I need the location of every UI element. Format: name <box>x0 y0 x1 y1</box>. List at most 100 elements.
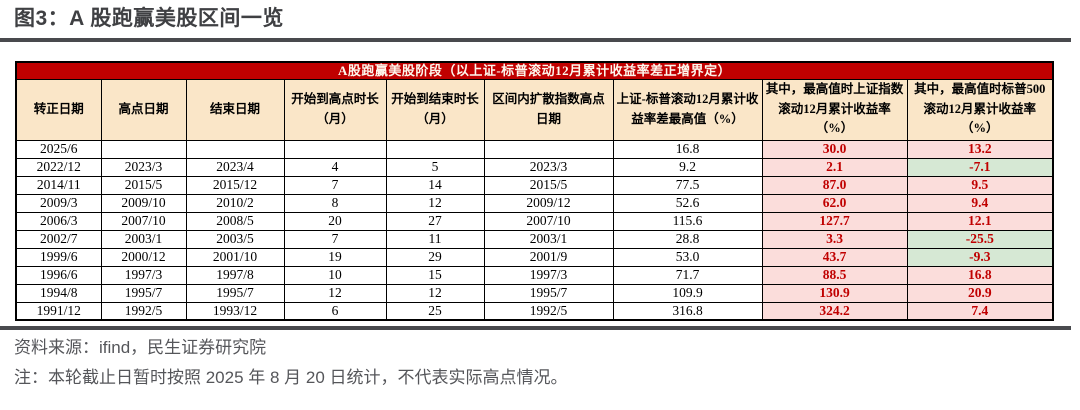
table-cell: 20 <box>283 211 387 231</box>
table-row: 2025/6 16.8 30.0 13.2 <box>15 139 1054 159</box>
table-cell: 10 <box>283 265 387 285</box>
table-cell: 2008/5 <box>185 211 285 231</box>
table-cell: 11 <box>385 229 485 249</box>
table-cell: 1995/7 <box>185 283 285 303</box>
table-body: 2025/6 16.8 30.0 13.2 2022/12 2023/3 2023/4 4 5 2… <box>15 139 1054 321</box>
table-cell: 16.8 <box>612 139 763 159</box>
table-cell: 109.9 <box>612 283 763 303</box>
table-cell: 15 <box>385 265 485 285</box>
table-cell: 2023/3 <box>100 157 187 177</box>
table-cell: 1997/3 <box>100 265 187 285</box>
table-cell: 1997/3 <box>483 265 614 285</box>
table-cell: 2003/5 <box>185 229 285 249</box>
table-cell: 1995/7 <box>483 283 614 303</box>
table-cell: 2009/12 <box>483 193 614 213</box>
table-cell: 20.9 <box>906 283 1054 303</box>
table-cell: 4 <box>283 157 387 177</box>
table-cell: 2007/10 <box>100 211 187 231</box>
table-cell: 2014/11 <box>15 175 102 195</box>
table-cell: 3.3 <box>761 229 908 249</box>
column-header-sse-return: 其中，最高值时上证指数滚动12月累计收益率（%） <box>761 78 908 141</box>
table-cell: 2003/1 <box>483 229 614 249</box>
table-cell: 324.2 <box>761 301 908 321</box>
table-cell: 28.8 <box>612 229 763 249</box>
table-cell: 43.7 <box>761 247 908 267</box>
table-row: 2002/7 2003/1 2003/5 7 11 2003/1 28.8 3.3 -25.5 <box>15 229 1054 249</box>
column-header-peak-date: 高点日期 <box>100 78 187 141</box>
column-header-spread-max: 上证-标普滚动12月累计收益率差最高值（%） <box>612 78 763 141</box>
table-row: 2014/11 2015/5 2015/12 7 14 2015/5 77.5 87.0 9.5 <box>15 175 1054 195</box>
table-cell <box>483 139 614 159</box>
table-cell: 9.4 <box>906 193 1054 213</box>
table-cell: 7 <box>283 229 387 249</box>
statistics-note: 注：本轮截止日暂时按照 2025 年 8 月 20 日统计，不代表实际高点情况。 <box>14 368 568 387</box>
table-cell: 8 <box>283 193 387 213</box>
column-header-months-to-end: 开始到结束时长（月） <box>385 78 485 141</box>
table-cell: 27 <box>385 211 485 231</box>
table-cell: 77.5 <box>612 175 763 195</box>
table-cell: 87.0 <box>761 175 908 195</box>
column-header-diffusion-peak: 区间内扩散指数高点日期 <box>483 78 614 141</box>
table-cell: 13.2 <box>906 139 1054 159</box>
table-cell: 5 <box>385 157 485 177</box>
table-cell: 115.6 <box>612 211 763 231</box>
table-cell <box>185 139 285 159</box>
table-cell: 2010/2 <box>185 193 285 213</box>
table-cell: 316.8 <box>612 301 763 321</box>
table-cell: 130.9 <box>761 283 908 303</box>
table-cell: 12.1 <box>906 211 1054 231</box>
table-cell: 2003/1 <box>100 229 187 249</box>
table-cell: -7.1 <box>906 157 1054 177</box>
table-cell: 2015/5 <box>483 175 614 195</box>
table-banner: A股跑赢美股阶段（以上证-标普滚动12月累计收益率差正增界定） <box>15 61 1054 80</box>
table-cell: 2023/3 <box>483 157 614 177</box>
column-header-end-date: 结束日期 <box>185 78 285 141</box>
table-cell: 12 <box>385 193 485 213</box>
table-row: 1996/6 1997/3 1997/8 10 15 1997/3 71.7 88.5 16.8 <box>15 265 1054 285</box>
table-cell: 16.8 <box>906 265 1054 285</box>
table-row: 1994/8 1995/7 1995/7 12 12 1995/7 109.9 130.9 20… <box>15 283 1054 303</box>
table-cell: 9.5 <box>906 175 1054 195</box>
table-cell: 62.0 <box>761 193 908 213</box>
table-cell: 1994/8 <box>15 283 102 303</box>
table-cell: 52.6 <box>612 193 763 213</box>
table-cell: 2022/12 <box>15 157 102 177</box>
table-cell: 6 <box>283 301 387 321</box>
table-cell: 2002/7 <box>15 229 102 249</box>
table-cell: 53.0 <box>612 247 763 267</box>
table-cell: 1997/8 <box>185 265 285 285</box>
table-cell: 2023/4 <box>185 157 285 177</box>
column-header-spx-return: 其中，最高值时标普500滚动12月累计收益率（%） <box>906 78 1054 141</box>
table-cell: 19 <box>283 247 387 267</box>
table-cell: 14 <box>385 175 485 195</box>
table-cell: 2015/12 <box>185 175 285 195</box>
table-cell: 9.2 <box>612 157 763 177</box>
a-share-outperform-table: A股跑赢美股阶段（以上证-标普滚动12月累计收益率差正增界定） 转正日期 高点日… <box>15 61 1055 321</box>
table-row: 2006/3 2007/10 2008/5 20 27 2007/10 115.6 127.7… <box>15 211 1054 231</box>
table-cell: 88.5 <box>761 265 908 285</box>
table-cell: 1996/6 <box>15 265 102 285</box>
table-cell: 127.7 <box>761 211 908 231</box>
table-row: 1991/12 1992/5 1993/12 6 25 1992/5 316.8 324.2 7… <box>15 301 1054 321</box>
table-cell: 25 <box>385 301 485 321</box>
table-cell: 7.4 <box>906 301 1054 321</box>
table-cell: 1992/5 <box>100 301 187 321</box>
table-cell: 2006/3 <box>15 211 102 231</box>
table-cell <box>385 139 485 159</box>
table-row: 2022/12 2023/3 2023/4 4 5 2023/3 9.2 2.1 -7.1 <box>15 157 1054 177</box>
table-row: 2009/3 2009/10 2010/2 8 12 2009/12 52.6 62.0 9.4 <box>15 193 1054 213</box>
table-cell: 2009/3 <box>15 193 102 213</box>
table-cell: 29 <box>385 247 485 267</box>
table-row: 1999/6 2000/12 2001/10 19 29 2001/9 53.0 43.7 -9… <box>15 247 1054 267</box>
title-divider <box>0 38 1071 42</box>
table-cell: 2025/6 <box>15 139 102 159</box>
table-cell <box>283 139 387 159</box>
table-cell: 1993/12 <box>185 301 285 321</box>
table-cell: 1999/6 <box>15 247 102 267</box>
table-cell: 2007/10 <box>483 211 614 231</box>
table-cell: 2001/10 <box>185 247 285 267</box>
figure-title: 图3：A 股跑赢美股区间一览 <box>14 7 284 30</box>
table-header-row: 转正日期 高点日期 结束日期 开始到高点时长（月） 开始到结束时长（月） 区间内… <box>15 78 1054 141</box>
table-cell: 7 <box>283 175 387 195</box>
